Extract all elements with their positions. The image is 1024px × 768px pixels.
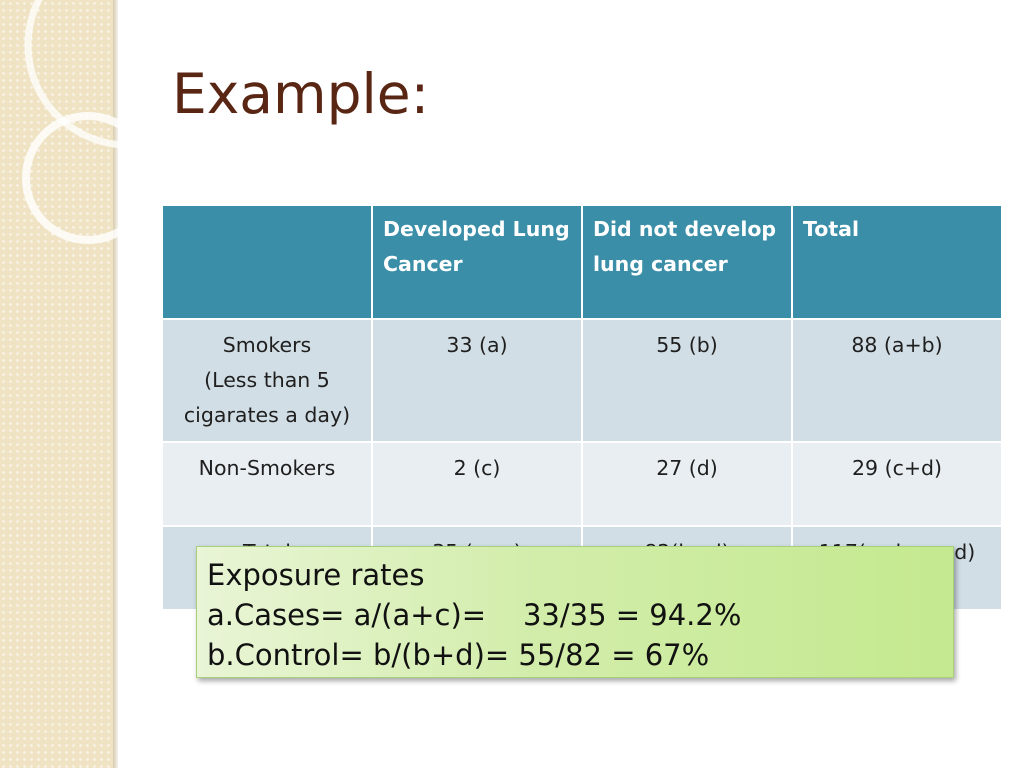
- header-cell-developed: Developed Lung Cancer: [371, 204, 583, 320]
- row-label-line: cigarates a day): [183, 403, 351, 427]
- callout-cases-line: a.Cases= a/(a+c)= 33/35 = 94.2%: [207, 598, 742, 632]
- decorative-circles: [22, 0, 130, 244]
- header-cell-did-not-develop: Did not develop lung cancer: [581, 204, 793, 320]
- table-row-non-smokers: Non-Smokers 2 (c) 27 (d) 29 (c+d): [161, 441, 1003, 527]
- row-label-line: (Less than 5: [204, 368, 330, 392]
- header-cell-empty: [161, 204, 373, 320]
- table-cell: 88 (a+b): [791, 318, 1003, 443]
- exposure-rates-callout: Exposure rates a.Cases= a/(a+c)= 33/35 =…: [196, 546, 954, 678]
- row-label-line: Smokers: [222, 333, 312, 357]
- callout-control-line: b.Control= b/(b+d)= 55/82 = 67%: [207, 638, 710, 672]
- table-cell: 2 (c): [371, 441, 583, 527]
- header-cell-total: Total: [791, 204, 1003, 320]
- decorative-circle-large: [24, 0, 130, 149]
- table-cell: 27 (d): [581, 441, 793, 527]
- decorative-circle-small: [22, 112, 130, 244]
- table-cell: 29 (c+d): [791, 441, 1003, 527]
- table-header-row: Developed Lung Cancer Did not develop lu…: [161, 204, 1003, 320]
- callout-heading: Exposure rates: [207, 558, 425, 592]
- row-label-non-smokers: Non-Smokers: [161, 441, 373, 527]
- table-row-smokers: Smokers (Less than 5 cigarates a day) 33…: [161, 318, 1003, 443]
- slide-title: Example:: [172, 62, 430, 126]
- table-cell: 33 (a): [371, 318, 583, 443]
- row-label-smokers: Smokers (Less than 5 cigarates a day): [161, 318, 373, 443]
- table-cell: 55 (b): [581, 318, 793, 443]
- row-label-line: Non-Smokers: [198, 456, 336, 480]
- side-strip-shadow: [113, 0, 118, 768]
